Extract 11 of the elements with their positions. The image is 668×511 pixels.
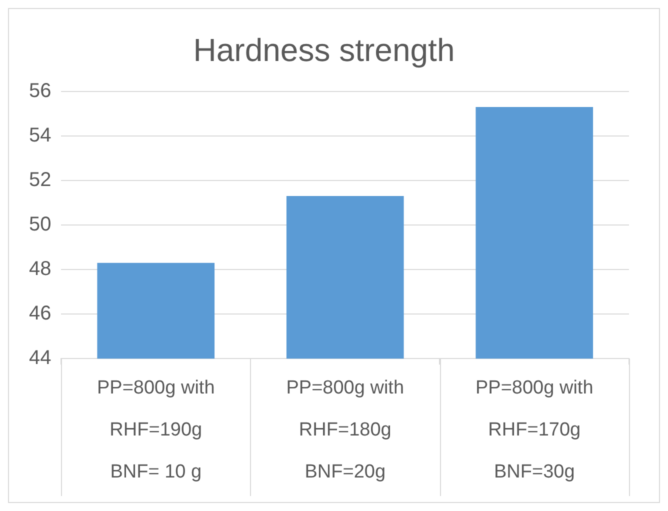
x-tick-label: PP=800g with RHF=190g BNF= 10 g [96,378,215,482]
y-tick-label: 48 [28,258,52,280]
y-tick-label: 44 [28,347,52,370]
y-tick-label: 54 [28,124,52,146]
y-tick-label: 46 [28,302,52,325]
chart-title: Hardness strength [193,32,455,68]
x-tick-label: PP=800g with RHF=180g BNF=20g [286,378,404,482]
y-tick-label: 56 [28,80,52,102]
y-tick-label: 50 [28,214,52,236]
x-tick-label: PP=800g with RHF=170g BNF=30g [475,378,594,482]
y-tick-label: 52 [28,168,52,191]
